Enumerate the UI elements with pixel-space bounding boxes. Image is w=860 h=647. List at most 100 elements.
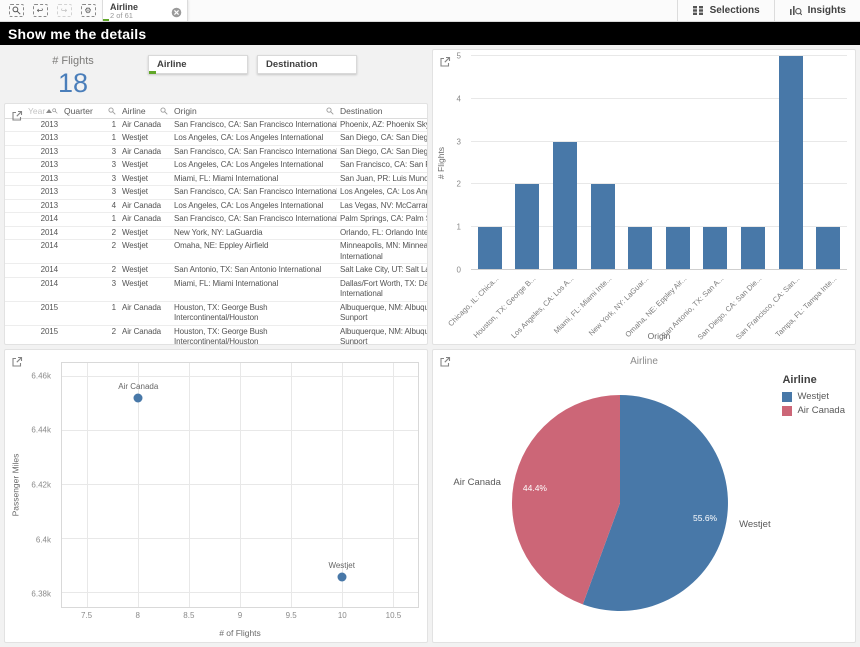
table-cell[interactable]: 1 [61,212,119,227]
bar[interactable] [665,227,690,270]
clear-selections-button[interactable]: ⚙ [76,0,100,22]
bar[interactable] [703,227,728,270]
table-cell[interactable]: 1 [61,118,119,132]
search-icon[interactable] [108,107,116,115]
table-cell[interactable]: 3 [61,172,119,186]
table-cell[interactable]: 2014 [25,277,61,302]
table-cell[interactable]: San Juan, PR: Luis Munoz Mari [337,172,427,186]
table-cell[interactable]: Miami, FL: Miami International [171,172,337,186]
table-cell[interactable]: 3 [61,158,119,173]
table-cell[interactable]: San Francisco, CA: San Francisco Interna… [171,118,337,132]
table-cell[interactable]: 2014 [25,226,61,240]
table-cell[interactable]: 2013 [25,118,61,132]
table-row[interactable]: 2014 2 Westjet Omaha, NE: Eppley Airfield Mi… [5,239,427,264]
col-header-destination[interactable]: Destination [337,104,427,119]
table-cell[interactable]: 2015 [25,301,61,326]
pie-slice[interactable] [582,395,728,611]
table-row[interactable]: 2014 2 Westjet New York, NY: LaGuardia Orlan… [5,226,427,240]
table-cell[interactable]: Minneapolis, MN: Minneapolis Internation… [337,239,427,264]
table-cell[interactable]: 2 [61,239,119,264]
table-cell[interactable]: Los Angeles, CA: Los Angeles Internation… [171,199,337,213]
scatter-point[interactable] [133,393,143,403]
table-row[interactable]: 2013 3 Westjet Miami, FL: Miami Internation… [5,172,427,186]
export-icon[interactable] [439,55,451,73]
scatter-point[interactable] [337,572,347,582]
table-cell[interactable]: Las Vegas, NV: McCarran Inter [337,199,427,213]
table-cell[interactable]: Salt Lake City, UT: Salt Lake Cit [337,263,427,278]
table-cell[interactable]: Air Canada [119,145,171,159]
table-cell[interactable]: 2 [61,325,119,344]
table-row[interactable]: 2014 3 Westjet Miami, FL: Miami Internation… [5,277,427,302]
table-cell[interactable]: 2015 [25,325,61,344]
export-icon[interactable] [11,109,23,127]
step-back-button[interactable]: ↩ [28,0,52,22]
legend-item[interactable]: Air Canada [782,405,845,416]
bar[interactable] [590,184,615,270]
table-cell[interactable]: Houston, TX: George Bush Intercontinenta… [171,301,337,326]
table-cell[interactable]: Westjet [119,158,171,173]
table-row[interactable]: 2015 1 Air Canada Houston, TX: George Bush … [5,301,427,326]
table-cell[interactable]: Houston, TX: George Bush Intercontinenta… [171,325,337,344]
selections-search-button[interactable] [4,0,28,22]
table-row[interactable]: 2015 2 Air Canada Houston, TX: George Bush … [5,325,427,344]
col-header-origin[interactable]: Origin [171,104,337,119]
table-cell[interactable]: Air Canada [119,325,171,344]
table-row[interactable]: 2013 4 Air Canada Los Angeles, CA: Los Ange… [5,199,427,213]
table-cell[interactable]: Westjet [119,277,171,302]
table-cell[interactable]: 1 [61,131,119,146]
table-row[interactable]: 2013 1 Westjet Los Angeles, CA: Los Angeles… [5,131,427,146]
pie-slice[interactable] [511,395,620,605]
table-cell[interactable]: Los Angeles, CA: Los Angeles Internation… [171,131,337,146]
table-cell[interactable]: Westjet [119,226,171,240]
table-cell[interactable]: Westjet [119,263,171,278]
legend-item[interactable]: Westjet [782,391,845,402]
table-row[interactable]: 2013 3 Westjet San Francisco, CA: San Franc… [5,185,427,200]
table-cell[interactable]: Westjet [119,239,171,264]
table-cell[interactable]: 2013 [25,158,61,173]
insights-button[interactable]: Insights [773,0,860,21]
table-cell[interactable]: 1 [61,301,119,326]
close-icon[interactable] [171,5,182,18]
table-cell[interactable]: San Francisco, CA: San Francisco Interna… [171,185,337,200]
bar[interactable] [778,56,803,270]
table-cell[interactable]: 3 [61,145,119,159]
table-cell[interactable]: 2 [61,263,119,278]
table-cell[interactable]: 2014 [25,212,61,227]
table-cell[interactable]: 3 [61,185,119,200]
table-cell[interactable]: New York, NY: LaGuardia [171,226,337,240]
table-cell[interactable]: Los Angeles, CA: Los Angeles I [337,185,427,200]
search-icon[interactable] [52,107,58,115]
table-cell[interactable]: San Antonio, TX: San Antonio Internation… [171,263,337,278]
filter-destination[interactable]: Destination [257,55,357,74]
filter-airline[interactable]: Airline [148,55,248,74]
table-cell[interactable]: Westjet [119,185,171,200]
table-row[interactable]: 2014 2 Westjet San Antonio, TX: San Antonio… [5,263,427,278]
search-icon[interactable] [326,107,334,115]
table-cell[interactable]: San Francisco, CA: San Francisco Interna… [171,212,337,227]
col-header-quarter[interactable]: Quarter [61,104,119,119]
table-cell[interactable]: Air Canada [119,212,171,227]
table-row[interactable]: 2013 3 Air Canada San Francisco, CA: San Fr… [5,145,427,159]
bar[interactable] [816,227,841,270]
table-cell[interactable]: Air Canada [119,199,171,213]
table-cell[interactable]: Miami, FL: Miami International [171,277,337,302]
table-cell[interactable]: San Diego, CA: San Diego Inter [337,145,427,159]
table-cell[interactable]: San Diego, CA: San Diego Inter [337,131,427,146]
export-icon[interactable] [439,355,451,373]
step-forward-button[interactable]: ↪ [52,0,76,22]
table-cell[interactable]: 2013 [25,185,61,200]
table-cell[interactable]: 2013 [25,172,61,186]
table-cell[interactable]: Dallas/Fort Worth, TX: Dallas/F Internat… [337,277,427,302]
table-cell[interactable]: San Francisco, CA: San Francis [337,158,427,173]
bar[interactable] [628,227,653,270]
table-cell[interactable]: 4 [61,199,119,213]
table-cell[interactable]: Orlando, FL: Orlando Internatio [337,226,427,240]
table-cell[interactable]: Air Canada [119,118,171,132]
table-cell[interactable]: 2014 [25,239,61,264]
bar[interactable] [515,184,540,270]
selection-chip-airline[interactable]: Airline 2 of 61 [102,0,188,21]
table-cell[interactable]: 3 [61,277,119,302]
col-header-year[interactable]: Year [25,104,61,119]
table-cell[interactable]: 2013 [25,145,61,159]
table-cell[interactable]: Westjet [119,172,171,186]
